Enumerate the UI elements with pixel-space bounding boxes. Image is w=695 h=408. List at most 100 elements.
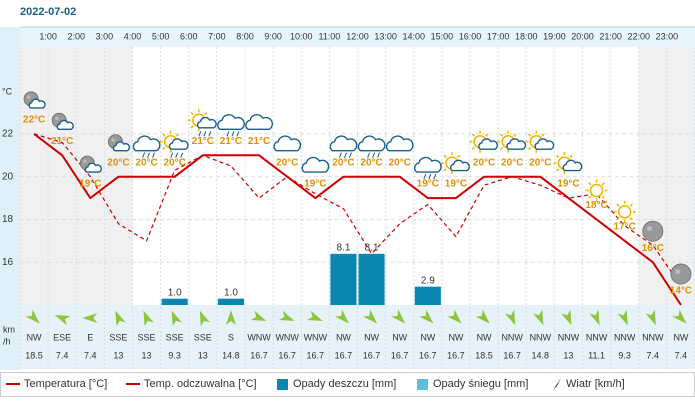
wind-arrow xyxy=(225,310,236,325)
wind-direction: NNW xyxy=(586,332,608,342)
sun-ray xyxy=(616,216,620,221)
wind-speed: 14.8 xyxy=(222,350,240,360)
cloud-icon xyxy=(217,114,245,131)
hour-label: 1:00 xyxy=(39,31,57,41)
y-tick-label: 20 xyxy=(2,171,14,182)
wind-unit: /h xyxy=(3,336,11,346)
hour-label: 5:00 xyxy=(152,31,170,41)
sun-ray xyxy=(601,182,605,186)
wind-direction: NW xyxy=(673,332,688,342)
wind-arrow xyxy=(306,310,323,322)
cloud-icon xyxy=(112,141,131,152)
sun-disc xyxy=(589,183,604,198)
temperature-label: 21°C xyxy=(51,136,73,147)
date-title: 2022-07-02 xyxy=(20,6,76,18)
hour-label: 7:00 xyxy=(208,31,226,41)
wind-arrow xyxy=(363,309,378,324)
sun-ray xyxy=(190,111,194,116)
wind-speed: 16.7 xyxy=(307,350,325,360)
storm-icon xyxy=(198,131,212,137)
precip-label: 8.1 xyxy=(365,242,379,253)
hour-label: 20:00 xyxy=(571,31,594,41)
wind-speed: 7.4 xyxy=(647,350,660,360)
temperature-label: 19°C xyxy=(445,179,467,190)
hour-label: 21:00 xyxy=(599,31,622,41)
wind-speed: 18.5 xyxy=(475,350,493,360)
temperature-label: 20°C xyxy=(529,157,551,168)
moon-icon xyxy=(670,263,692,285)
wind-direction: S xyxy=(228,332,234,342)
cloud-icon xyxy=(329,135,358,152)
wind-arrow xyxy=(171,310,182,327)
hour-label: 15:00 xyxy=(431,31,454,41)
wind-speed: 16.7 xyxy=(335,350,353,360)
cloud-icon xyxy=(196,116,217,129)
wind-speed: 16.7 xyxy=(363,350,381,360)
cloud-icon xyxy=(56,119,74,131)
wind-direction: NNW xyxy=(642,332,664,342)
storm-icon xyxy=(423,173,437,180)
wind-arrow xyxy=(589,309,600,326)
wind-speed: 13 xyxy=(563,350,573,360)
precip-bar xyxy=(358,253,385,305)
wind-arrow xyxy=(334,309,350,324)
sun-ray xyxy=(513,133,517,137)
temperature-label: 20°C xyxy=(501,157,523,168)
cloud-icon xyxy=(562,159,583,172)
storm-icon xyxy=(170,152,184,158)
wind-arrow xyxy=(278,310,295,322)
wind-direction: SSE xyxy=(138,332,156,342)
wind-arrow xyxy=(645,309,656,326)
sun-ray xyxy=(541,133,545,137)
wind-arrow xyxy=(199,310,211,327)
wind-speed: 11.1 xyxy=(588,350,605,360)
wind-speed: 16.7 xyxy=(419,350,437,360)
left-strip xyxy=(0,27,20,370)
wind-direction: NNW xyxy=(530,332,552,342)
wind-direction: NW xyxy=(420,332,435,342)
sun-ray xyxy=(485,133,489,137)
sun-icon xyxy=(613,200,636,223)
wind-direction: E xyxy=(87,332,93,342)
wind-direction: NNW xyxy=(501,332,523,342)
moon-crater xyxy=(111,138,115,142)
precip-label: 2.9 xyxy=(421,275,435,286)
sun-ray xyxy=(457,154,461,158)
wind-direction: WNW xyxy=(304,332,328,342)
y-tick-label: 18 xyxy=(2,214,14,225)
sun-ray xyxy=(471,146,475,151)
cloud-icon xyxy=(450,159,470,172)
legend-box xyxy=(0,372,695,397)
hour-band xyxy=(20,27,695,47)
sun-ray xyxy=(190,125,194,129)
precip-label: 1.0 xyxy=(224,287,238,298)
y-tick-label: 16 xyxy=(2,257,14,268)
wind-speed: 7.4 xyxy=(84,350,97,360)
moon-crater xyxy=(675,269,681,274)
temperature-label: 20°C xyxy=(276,157,298,168)
wind-arrow xyxy=(54,314,71,326)
wind-direction: NW xyxy=(336,332,351,342)
temperature-label: 19°C xyxy=(304,179,326,190)
temperature-label: 17°C xyxy=(614,221,636,232)
hour-label: 12:00 xyxy=(346,31,369,41)
wind-direction: NW xyxy=(27,332,42,342)
sun-ray xyxy=(588,195,592,199)
wind-direction: WNW xyxy=(247,332,271,342)
sun-icon xyxy=(585,179,608,202)
sun-ray xyxy=(601,195,605,199)
storm-icon xyxy=(338,152,352,158)
moon-crater xyxy=(55,116,59,121)
hour-label: 13:00 xyxy=(374,31,397,41)
sun-ray xyxy=(203,111,208,116)
sun-ray xyxy=(629,203,633,207)
storm-icon xyxy=(142,152,156,158)
wind-arrow xyxy=(391,309,406,324)
sun-ray xyxy=(499,146,504,151)
temperature-label: 20°C xyxy=(360,157,382,168)
legend-wind-icon xyxy=(553,378,561,390)
cloud-icon xyxy=(273,135,302,152)
hour-label: 16:00 xyxy=(459,31,482,41)
wind-speed: 13 xyxy=(113,350,123,360)
